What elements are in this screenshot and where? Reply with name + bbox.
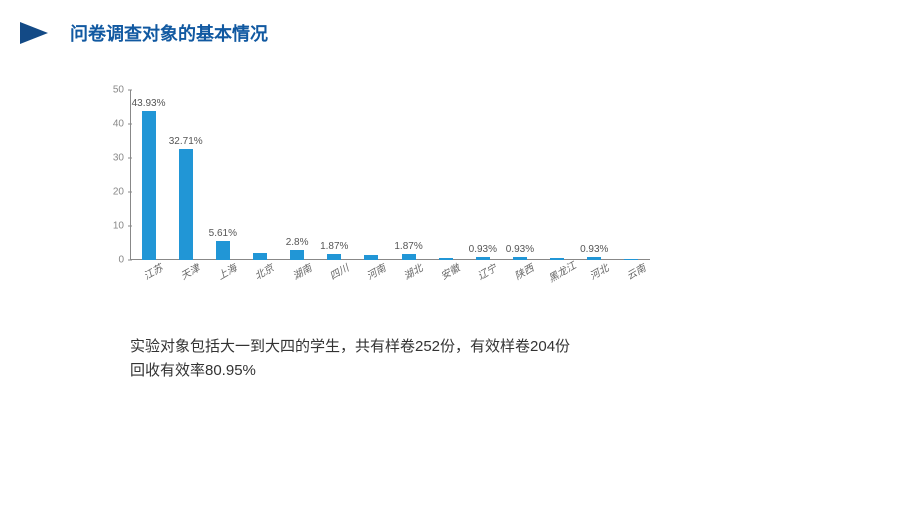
- bar-value-label: 0.93%: [469, 244, 497, 255]
- bar-slot: 32.71%: [167, 90, 204, 260]
- caption: 实验对象包括大一到大四的学生，共有样卷252份，有效样卷204份 回收有效率80…: [130, 335, 570, 383]
- bar: [216, 241, 230, 260]
- bar-value-label: 1.87%: [320, 241, 348, 252]
- bar-slot: 2.8%: [279, 90, 316, 260]
- x-labels: 江苏天津上海北京湖南四川河南湖北安徽辽宁陕西黑龙江河北云南: [130, 260, 650, 285]
- bar-slot: 5.61%: [204, 90, 241, 260]
- caption-line-1: 实验对象包括大一到大四的学生，共有样卷252份，有效样卷204份: [130, 335, 570, 359]
- y-axis: 01020304050: [100, 90, 130, 260]
- slide-root: 问卷调查对象的基本情况 0 10 20 30 40 50 43.93% 32.71% 5.61…: [0, 0, 920, 517]
- y-tick-label: 40: [113, 119, 124, 130]
- bar-slot: [539, 90, 576, 260]
- bar-value-label: 43.93%: [132, 98, 166, 109]
- caption-line-2: 回收有效率80.95%: [130, 359, 570, 383]
- y-tick-label: 0: [118, 255, 124, 266]
- bar-slot: 0.93%: [464, 90, 501, 260]
- bar-slot: [613, 90, 650, 260]
- slide-title: 问卷调查对象的基本情况: [70, 20, 268, 46]
- y-tick-label: 10: [113, 221, 124, 232]
- y-tick-label: 30: [113, 153, 124, 164]
- bar: [290, 250, 304, 260]
- bar-slot: [241, 90, 278, 260]
- bar-slot: [353, 90, 390, 260]
- y-tick-label: 20: [113, 187, 124, 198]
- bar: [142, 111, 156, 260]
- bar: [253, 253, 267, 260]
- play-triangle-icon: [20, 22, 48, 44]
- bar-slot: [427, 90, 464, 260]
- bar-slot: 1.87%: [316, 90, 353, 260]
- x-category-label: 云南: [616, 255, 661, 295]
- bar-value-label: 0.93%: [580, 244, 608, 255]
- bar-value-label: 2.8%: [286, 237, 309, 248]
- header: 问卷调查对象的基本情况: [20, 20, 268, 46]
- bars-row: 43.93% 32.71% 5.61% 2.8% 1.87% 1.87% 0.93% 0.93…: [130, 90, 650, 260]
- bar-value-label: 1.87%: [394, 241, 422, 252]
- bar-value-label: 0.93%: [506, 244, 534, 255]
- y-tick-label: 50: [113, 85, 124, 96]
- plot-area: 43.93% 32.71% 5.61% 2.8% 1.87% 1.87% 0.93% 0.93…: [130, 90, 650, 260]
- bar-slot: 0.93%: [576, 90, 613, 260]
- bar: [179, 149, 193, 260]
- bar-value-label: 32.71%: [169, 136, 203, 147]
- bar-slot: 0.93%: [501, 90, 538, 260]
- province-bar-chart: 0 10 20 30 40 50 43.93% 32.71% 5.61% 2.8% 1.87% 1.…: [100, 80, 650, 285]
- bar-value-label: 5.61%: [209, 228, 237, 239]
- bar-slot: 1.87%: [390, 90, 427, 260]
- bar-slot: 43.93%: [130, 90, 167, 260]
